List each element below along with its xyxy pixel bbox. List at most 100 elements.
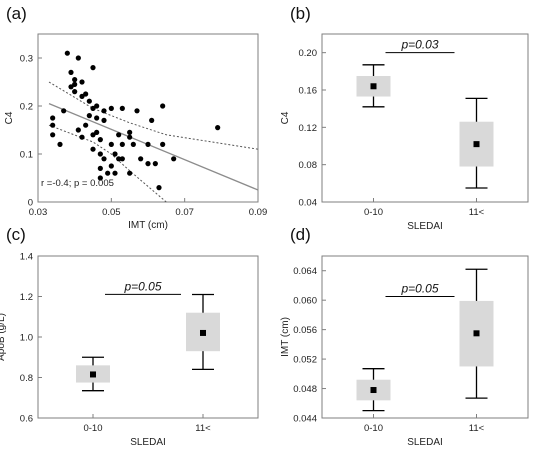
- data-point: [127, 170, 133, 176]
- data-point: [149, 117, 155, 123]
- box-2: [459, 97, 494, 189]
- data-point: [97, 165, 103, 171]
- box-1: [356, 64, 391, 108]
- significance-label: p=0.03: [400, 38, 438, 52]
- x-axis-title: SLEDAI: [130, 437, 166, 448]
- data-point: [97, 137, 103, 143]
- data-point: [160, 141, 166, 147]
- box-1: [356, 368, 391, 412]
- panel-b: (b) 0.04 0.08 0.12 0.16 0.20 C4 0-10 11< SLEDAI p=…: [280, 4, 529, 232]
- data-point: [156, 185, 162, 191]
- data-point: [94, 129, 100, 135]
- mean-marker: [473, 330, 480, 337]
- y-tick-label: 0: [28, 198, 33, 209]
- y-tick-label: 0.2: [20, 102, 33, 113]
- data-point: [79, 79, 85, 85]
- data-point: [79, 134, 85, 140]
- data-point: [61, 108, 67, 114]
- y-tick-label: 0.04: [299, 198, 318, 209]
- data-point: [108, 141, 114, 147]
- mean-marker: [370, 83, 377, 90]
- data-point: [119, 156, 125, 162]
- data-point: [72, 81, 78, 87]
- mean-marker: [90, 371, 96, 378]
- data-point: [83, 122, 89, 128]
- data-point: [90, 146, 96, 152]
- data-point: [127, 134, 133, 140]
- data-point: [72, 89, 78, 95]
- y-axis-title: IMT (cm): [280, 317, 291, 357]
- data-point: [97, 151, 103, 157]
- plot-frame: [321, 33, 529, 203]
- correlation-annotation: r =-0.4; p = 0.005: [41, 178, 114, 189]
- y-tick-label: 0.20: [299, 48, 318, 59]
- panel-letter: (a): [6, 4, 27, 23]
- y-axis-title: C4: [280, 111, 291, 124]
- data-point: [116, 156, 122, 162]
- panel-c: (c) 0.6 0.8 1.0 1.2 1.4 ApoB (g/L) 0-10 11< SLEDA…: [0, 225, 259, 448]
- data-point: [75, 55, 81, 61]
- category-label: 0-10: [364, 423, 383, 434]
- y-tick-label: 0.064: [293, 266, 317, 277]
- plot-frame: [37, 33, 259, 203]
- data-point: [101, 156, 107, 162]
- data-point: [119, 141, 125, 147]
- panel-d: (d) 0.044 0.048 0.052 0.056 0.060 0.064 IMT (cm…: [280, 225, 529, 448]
- box-2: [186, 293, 220, 371]
- data-point: [90, 132, 96, 138]
- data-point: [57, 141, 63, 147]
- y-tick-label: 0.060: [293, 296, 317, 307]
- mean-marker: [370, 387, 377, 394]
- x-tick-label: 0.07: [175, 207, 194, 218]
- x-axis-title: SLEDAI: [407, 221, 443, 232]
- category-label: 11<: [469, 207, 485, 218]
- panel-letter: (b): [290, 4, 311, 23]
- data-point: [112, 151, 118, 157]
- data-point: [68, 84, 74, 90]
- y-tick-label: 0.12: [299, 123, 318, 134]
- category-label: 11<: [195, 423, 211, 434]
- data-point: [112, 170, 118, 176]
- ci-upper-line: [48, 81, 259, 150]
- box-2: [459, 268, 494, 399]
- data-point: [108, 163, 114, 169]
- data-point: [86, 113, 92, 119]
- mean-marker: [200, 329, 206, 336]
- data-point: [90, 105, 96, 111]
- data-point: [50, 132, 56, 138]
- data-point: [127, 129, 133, 135]
- data-point: [94, 115, 100, 121]
- data-point: [101, 117, 107, 123]
- y-tick-label: 0.6: [20, 414, 33, 425]
- regression-line: [48, 102, 259, 191]
- data-point: [134, 108, 140, 114]
- x-tick-label: 0.09: [249, 207, 268, 218]
- data-point: [145, 161, 151, 167]
- data-point: [160, 103, 166, 109]
- y-axis-title: ApoB (g/L): [0, 313, 7, 361]
- x-tick-label: 0.03: [29, 207, 48, 218]
- data-point: [101, 108, 107, 114]
- category-label: 0-10: [83, 423, 102, 434]
- x-axis-title: IMT (cm): [128, 220, 168, 231]
- panel-letter: (d): [290, 225, 311, 244]
- data-point: [171, 156, 177, 162]
- data-point: [215, 125, 221, 131]
- y-tick-label: 0.3: [20, 54, 33, 65]
- data-point: [79, 93, 85, 99]
- data-point: [108, 105, 114, 111]
- data-point: [75, 127, 81, 133]
- mean-marker: [473, 141, 480, 148]
- panel-a: (a) 0 0.1 0.2 0.3 C4 0.03 0.05 0.07 0.09 IMT (cm) r…: [4, 4, 267, 231]
- ci-lower-line: [48, 124, 167, 203]
- y-tick-label: 0.044: [293, 414, 317, 425]
- box-1: [76, 356, 110, 392]
- y-tick-label: 0.1: [20, 150, 33, 161]
- plot-frame: [321, 255, 529, 419]
- data-point: [83, 91, 89, 97]
- data-point: [105, 170, 111, 176]
- y-tick-label: 0.16: [299, 86, 318, 97]
- y-tick-label: 0.8: [20, 373, 33, 384]
- category-label: 0-10: [364, 207, 383, 218]
